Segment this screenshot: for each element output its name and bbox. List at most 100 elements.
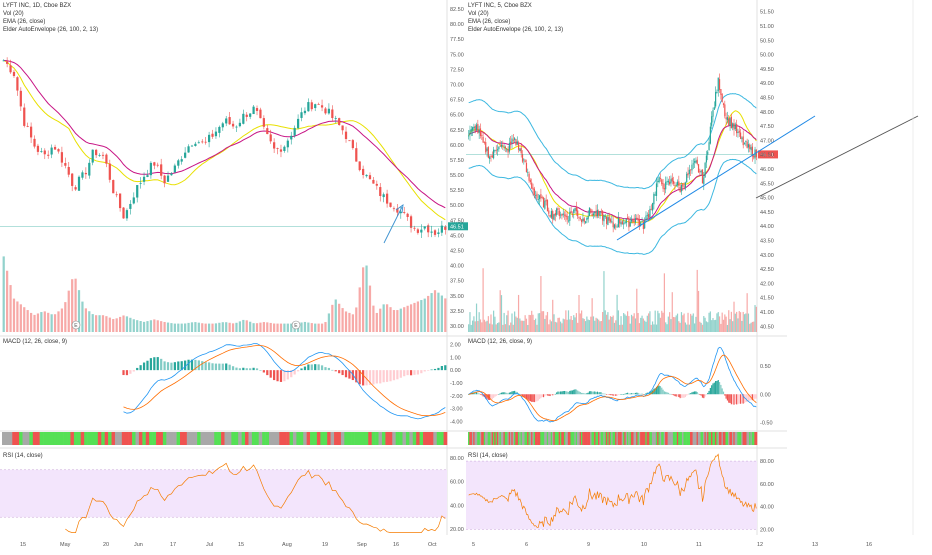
right-macd-histogram-bar: [753, 394, 755, 401]
right-impulse-strip-cell: [619, 432, 621, 445]
left-impulse-strip-cell: [87, 432, 92, 445]
left-volume-bar: [64, 302, 67, 332]
right-impulse-strip-cell: [482, 432, 485, 445]
left-macd-histogram-bar: [214, 363, 218, 371]
right-volume-bar: [594, 320, 596, 332]
right-impulse-strip-cell: [481, 432, 483, 445]
right-impulse-strip-cell: [470, 432, 473, 445]
right-volume-bar: [557, 317, 559, 332]
right-volume-bar: [514, 311, 516, 332]
right-macd-histogram-bar: [508, 392, 510, 395]
left-candle-body: [26, 125, 29, 127]
right-candle-body: [596, 209, 598, 217]
left-impulse-strip-cell: [152, 432, 157, 445]
left-candle-body: [91, 149, 94, 163]
right-candle-body: [537, 199, 539, 200]
right-volume-bar: [729, 319, 731, 332]
left-impulse-strip-cell: [426, 432, 431, 445]
left-candle-body: [132, 197, 135, 204]
left-impulse-strip-cell: [443, 432, 448, 445]
right-time-tick-label: 10: [641, 542, 647, 548]
right-candle-body: [658, 176, 660, 183]
right-macd-histogram-bar: [707, 392, 709, 395]
left-macd-histogram-bar: [317, 364, 320, 371]
left-volume-bar: [115, 318, 118, 332]
right-impulse-strip-cell: [492, 432, 495, 445]
right-candle-body: [468, 135, 470, 137]
right-candle-body: [477, 124, 479, 133]
right-macd-histogram-bar: [546, 394, 549, 396]
right-impulse-strip-cell: [563, 432, 566, 445]
right-candle-body: [470, 129, 472, 132]
right-volume-bar: [486, 320, 488, 332]
right-candle-body: [566, 215, 568, 220]
right-macd-histogram-bar: [649, 391, 651, 395]
right-impulse-strip-cell: [584, 432, 587, 445]
left-candle-body: [6, 61, 9, 64]
right-candle-body: [549, 214, 551, 217]
right-volume-bar: [627, 311, 629, 332]
right-volume-bar: [546, 311, 549, 332]
left-impulse-strip-cell: [279, 432, 283, 445]
right-candle-body: [705, 155, 708, 163]
right-impulse-strip-cell: [683, 432, 686, 445]
right-candle-body: [499, 145, 501, 147]
left-candle-body: [9, 65, 12, 73]
right-impulse-strip-cell: [699, 432, 701, 445]
right-candle-body: [701, 169, 704, 184]
left-price-tick-label: 32.50: [450, 309, 464, 315]
right-impulse-strip-cell: [626, 432, 629, 445]
right-price-tick-label: 43.00: [760, 253, 774, 259]
right-volume-bar: [584, 321, 587, 332]
left-candle-body: [122, 207, 125, 219]
left-impulse-strip-cell: [80, 432, 85, 445]
left-impulse-strip-cell: [108, 432, 112, 445]
right-candle-body: [713, 107, 715, 110]
right-impulse-strip-cell: [546, 432, 549, 445]
right-impulse-strip-cell: [747, 432, 750, 445]
right-macd-histogram-bar: [755, 394, 757, 399]
right-impulse-strip-cell: [471, 432, 474, 445]
right-candle-body: [578, 216, 580, 219]
right-price-tick-label: 41.00: [760, 310, 774, 316]
left-volume-bar: [392, 310, 396, 332]
left-volume-bar: [112, 319, 115, 332]
right-impulse-strip-cell: [728, 432, 730, 445]
left-macd-histogram-bar: [283, 370, 286, 382]
right-macd-histogram-bar: [529, 394, 531, 402]
right-volume-bar: [582, 318, 584, 332]
left-macd-histogram-bar: [266, 370, 269, 376]
right-candle-body: [650, 208, 652, 210]
right-macd-histogram-bar: [712, 383, 714, 395]
left-macd-histogram-bar: [218, 363, 221, 371]
left-impulse-strip-cell: [306, 432, 311, 445]
left-macd-line: [123, 343, 446, 420]
right-volume-bar: [535, 318, 537, 332]
right-macd-histogram-bar: [493, 394, 495, 398]
left-macd-tick-label: 2.00: [450, 342, 461, 348]
right-volume-bar: [528, 314, 530, 332]
right-impulse-strip-cell: [658, 432, 661, 445]
right-macd-histogram-bar: [598, 392, 600, 395]
right-impulse-strip-cell: [749, 432, 751, 445]
right-volume-bar: [538, 313, 541, 332]
left-macd-histogram-bar: [252, 367, 255, 371]
right-macd-histogram-bar: [561, 391, 563, 395]
left-volume-bar: [142, 321, 146, 332]
right-macd-histogram-bar: [577, 390, 579, 395]
left-impulse-strip-cell: [440, 432, 444, 445]
left-candle-body: [433, 230, 437, 235]
right-volume-bar: [495, 324, 497, 332]
left-indicator-envelope: Elder AutoEnvelope (26, 100, 2, 13): [3, 27, 99, 33]
right-candle-body: [724, 104, 726, 117]
right-volume-bar: [708, 312, 710, 332]
right-impulse-strip-cell: [750, 432, 753, 445]
right-volume-bar: [620, 316, 622, 332]
right-time-tick-label: 11: [696, 542, 702, 548]
right-volume-bar: [562, 318, 564, 332]
right-candle-body: [674, 185, 676, 187]
right-candle-body: [715, 91, 717, 107]
left-impulse-strip-cell: [395, 432, 400, 445]
left-impulse-strip-cell: [320, 432, 325, 445]
right-volume-bar: [703, 316, 705, 332]
